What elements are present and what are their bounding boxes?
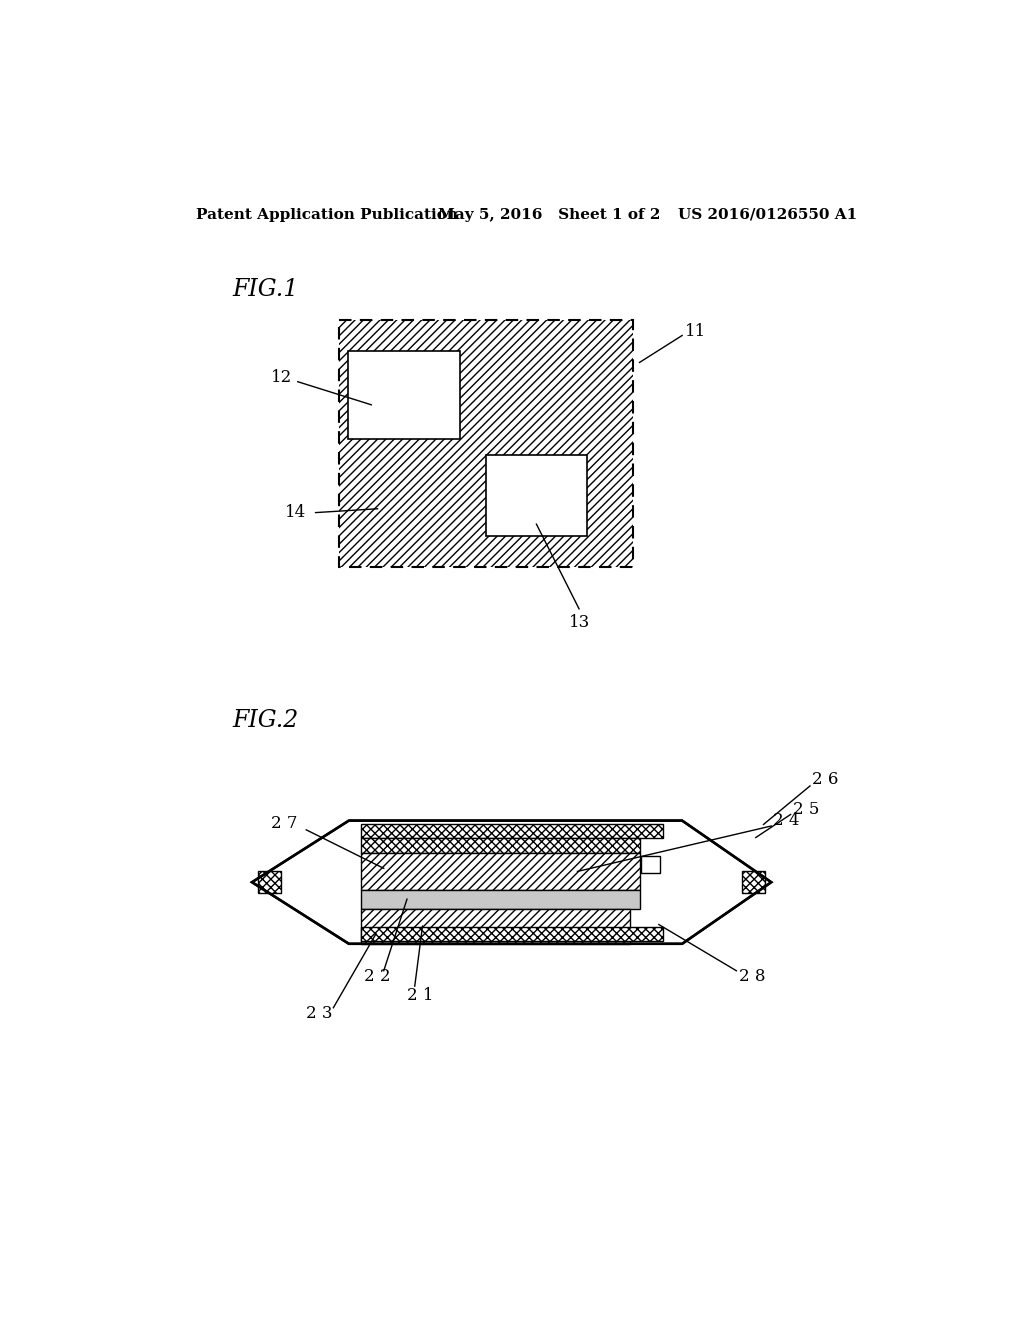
Text: 2 2: 2 2 — [365, 969, 391, 986]
Text: Patent Application Publication: Patent Application Publication — [197, 207, 458, 222]
Bar — [641, 855, 660, 873]
Bar — [348, 351, 461, 440]
Text: 13: 13 — [569, 614, 590, 631]
Bar — [360, 824, 663, 838]
Text: 2 3: 2 3 — [306, 1006, 333, 1023]
Bar — [360, 837, 640, 853]
Text: 11: 11 — [684, 323, 706, 341]
Bar — [339, 321, 633, 566]
Text: 2 1: 2 1 — [407, 987, 433, 1005]
Bar — [360, 909, 630, 944]
Bar — [360, 853, 640, 890]
Bar — [741, 871, 765, 892]
Text: FIG.1: FIG.1 — [232, 277, 299, 301]
Text: 2 5: 2 5 — [793, 801, 819, 818]
Text: 2 6: 2 6 — [812, 771, 839, 788]
Text: FIG.2: FIG.2 — [232, 709, 299, 733]
Text: 14: 14 — [285, 504, 306, 521]
Bar — [339, 321, 633, 566]
Text: 12: 12 — [270, 370, 292, 387]
Bar — [258, 871, 282, 892]
Text: 2 7: 2 7 — [271, 816, 298, 832]
Bar — [486, 455, 587, 536]
Text: 2 4: 2 4 — [773, 812, 800, 829]
Text: 2 8: 2 8 — [738, 969, 765, 986]
Bar — [360, 927, 663, 941]
Bar — [339, 321, 633, 566]
Text: US 2016/0126550 A1: US 2016/0126550 A1 — [678, 207, 857, 222]
Text: May 5, 2016   Sheet 1 of 2: May 5, 2016 Sheet 1 of 2 — [438, 207, 660, 222]
Polygon shape — [252, 821, 771, 944]
Bar — [360, 890, 640, 909]
